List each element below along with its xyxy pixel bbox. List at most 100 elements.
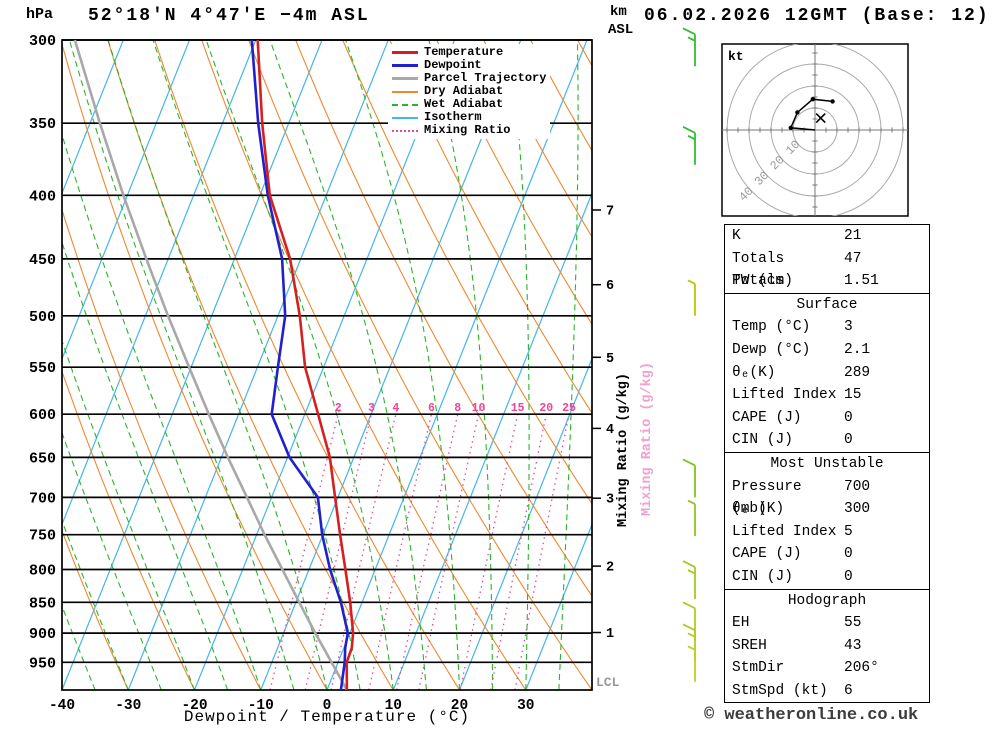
stat-label: CAPE (J) xyxy=(732,546,802,563)
mixing-ratio-labels: 2 3 4 6 8 10 15 20 25 xyxy=(335,402,576,415)
wind-barb xyxy=(682,125,696,165)
svg-text:350: 350 xyxy=(29,116,56,133)
stats-section-header: Surface xyxy=(796,296,858,313)
station-title: 52°18'N 4°47'E −4m ASL xyxy=(88,6,370,26)
legend-label: Temperature xyxy=(424,45,504,59)
legend-swatch-dry-adiabat xyxy=(392,90,418,93)
svg-text:10: 10 xyxy=(472,402,486,415)
svg-text:5: 5 xyxy=(606,352,614,367)
svg-text:0: 0 xyxy=(323,698,332,714)
legend-label: Dry Adiabat xyxy=(424,84,504,98)
stats-row: Lifted Index 5 xyxy=(725,521,929,544)
stat-value: 206° xyxy=(844,660,879,677)
legend-swatch-wet-adiabat xyxy=(392,103,418,106)
pressure-axis-unit: hPa xyxy=(26,6,54,23)
stats-section-header: Most Unstable xyxy=(770,455,884,472)
stats-section: Most Unstable Pressure (mb) 700 θₑ (K) 300 Li… xyxy=(725,451,929,589)
svg-text:-40: -40 xyxy=(49,698,75,714)
svg-text:4: 4 xyxy=(606,423,614,438)
hodograph-unit-label: kt xyxy=(728,49,744,64)
stats-row: Dewp (°C) 2.1 xyxy=(725,339,929,362)
mixing-ratio-axis-label-pink: Mixing Ratio (g/kg) xyxy=(640,362,655,516)
svg-text:450: 450 xyxy=(29,252,56,269)
svg-text:2: 2 xyxy=(335,402,342,415)
legend-swatch-temperature xyxy=(392,51,418,54)
stats-row: SREH 43 xyxy=(725,635,929,658)
stat-label: CIN (J) xyxy=(732,432,793,449)
stats-row: StmDir 206° xyxy=(725,657,929,680)
x-axis-label: Dewpoint / Temperature (°C) xyxy=(183,708,471,726)
svg-text:850: 850 xyxy=(29,595,56,612)
legend-label: Isotherm xyxy=(424,110,482,124)
stats-row: θₑ(K) 289 xyxy=(725,362,929,385)
stat-label: EH xyxy=(732,615,750,632)
lcl-label: LCL xyxy=(596,675,620,690)
svg-text:700: 700 xyxy=(29,490,56,507)
svg-text:10: 10 xyxy=(385,698,402,714)
svg-text:8: 8 xyxy=(454,402,461,415)
km-axis: 1 2 3 4 5 6 7 LCL xyxy=(592,205,620,690)
svg-text:750: 750 xyxy=(29,528,56,545)
stat-label: CIN (J) xyxy=(732,568,793,585)
stats-row: Pressure (mb) 700 xyxy=(725,476,929,518)
stats-section: Hodograph EH 55 SREH 43 StmDir 206° StmSpd (kt)… xyxy=(725,588,929,703)
svg-text:30: 30 xyxy=(517,698,534,714)
legend-swatch-parcel-trajectory xyxy=(392,77,418,80)
stat-value: 6 xyxy=(844,682,853,699)
stats-row: CAPE (J) 0 xyxy=(725,407,929,430)
stats-row: Temp (°C) 3 xyxy=(725,316,929,339)
svg-text:-20: -20 xyxy=(181,698,207,714)
legend: Temperature Dewpoint Parcel Trajectory Dry … xyxy=(388,44,551,139)
stat-value: 289 xyxy=(844,364,871,381)
legend-label: Wet Adiabat xyxy=(424,97,504,111)
svg-text:6: 6 xyxy=(606,279,614,294)
svg-text:2: 2 xyxy=(606,561,614,576)
svg-text:6: 6 xyxy=(428,402,435,415)
stat-label: Temp (°C) xyxy=(732,319,811,336)
wind-barb xyxy=(682,27,696,67)
altitude-axis-unit-asl: ASL xyxy=(608,22,634,38)
wind-barb xyxy=(682,560,696,600)
stat-label: StmDir xyxy=(732,660,785,677)
stat-label: SREH xyxy=(732,637,767,654)
svg-text:300: 300 xyxy=(29,33,56,50)
wind-barb xyxy=(682,623,696,663)
stat-value: 700 xyxy=(844,478,871,495)
stats-row: CAPE (J) 0 xyxy=(725,543,929,566)
wind-barbs xyxy=(682,27,696,682)
legend-label: Parcel Trajectory xyxy=(424,71,547,85)
svg-text:650: 650 xyxy=(29,450,56,467)
svg-text:400: 400 xyxy=(29,188,56,205)
stat-label: StmSpd (kt) xyxy=(732,682,828,699)
svg-text:3: 3 xyxy=(606,493,614,508)
stat-value: 47 xyxy=(844,250,862,267)
run-title: 06.02.2026 12GMT (Base: 12) xyxy=(644,6,990,26)
legend-label: Dewpoint xyxy=(424,58,482,72)
stat-value: 21 xyxy=(844,228,862,244)
legend-item: Dry Adiabat xyxy=(392,85,546,98)
svg-text:550: 550 xyxy=(29,360,56,377)
wet-adiabats xyxy=(62,40,592,690)
stats-row: Totals Totals 47 xyxy=(725,248,929,290)
storm-motion-marker xyxy=(815,113,826,124)
svg-text:950: 950 xyxy=(29,655,56,672)
svg-text:-10: -10 xyxy=(248,698,274,714)
stats-section: K 21 Totals Totals 47 PW (cm) 1.51 xyxy=(725,225,929,293)
stat-value: 3 xyxy=(844,319,853,336)
stat-value: 0 xyxy=(844,546,853,563)
legend-item: Mixing Ratio xyxy=(392,124,546,137)
stats-row: K 21 xyxy=(725,225,929,248)
wind-barb xyxy=(682,458,696,498)
legend-item: Temperature xyxy=(392,46,546,59)
stats-row: StmSpd (kt) 6 xyxy=(725,680,929,703)
svg-text:600: 600 xyxy=(29,407,56,424)
stat-value: 0 xyxy=(844,432,853,449)
stat-value: 1.51 xyxy=(844,273,879,290)
legend-item: Wet Adiabat xyxy=(392,98,546,111)
legend-label: Mixing Ratio xyxy=(424,123,511,137)
stats-section-header: Hodograph xyxy=(787,592,867,609)
stats-table: K 21 Totals Totals 47 PW (cm) 1.51 Surface Temp… xyxy=(724,224,930,704)
svg-text:900: 900 xyxy=(29,626,56,643)
legend-swatch-isotherm xyxy=(392,116,418,119)
